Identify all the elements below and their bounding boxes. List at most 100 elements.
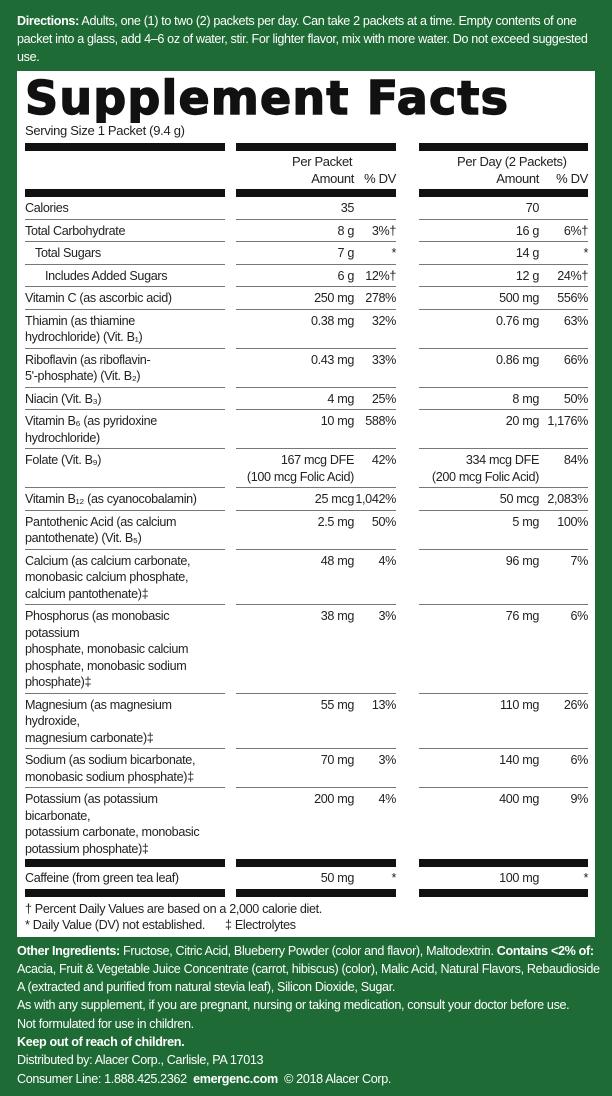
dv-per-packet: 13% [371, 697, 397, 712]
amount-per-day: 96 mg [505, 553, 540, 568]
per-packet-header: Per Packet [292, 154, 353, 169]
dv-per-packet: 278% [365, 291, 396, 305]
serving-size: Serving Size 1 Packet (9.4 g) [25, 123, 185, 138]
warning: As with any supplement, if you are pregn… [17, 998, 570, 1013]
nutrient-row: Calcium (as calcium carbonate, monobasic… [25, 550, 588, 605]
bottom-info: Other Ingredients: Fructose, Citric Acid… [17, 942, 602, 1088]
dv-per-day [539, 200, 588, 217]
dv-per-day: 9% [570, 792, 588, 806]
nutrient-row: Total Sugars 7 g * 14 g * [25, 242, 588, 265]
amount-per-day: 14 g [515, 246, 539, 260]
contains-text: Acacia, Fruit & Vegetable Juice Concentr… [17, 961, 600, 995]
contains-label: Contains <2% of: [496, 943, 594, 958]
directions: Directions: Adults, one (1) to two (2) p… [17, 12, 602, 66]
dv-per-day: 100% [557, 514, 588, 529]
dv-header: % DV [556, 170, 588, 186]
amount-per-packet: 200 mg [314, 792, 354, 806]
nutrient-name: Potassium (as potassium bicarbonate, pot… [25, 792, 200, 856]
dv-per-day: 6% [570, 609, 588, 623]
amount-per-packet: 38 mg [320, 609, 355, 623]
amount-per-packet: 4 mg [327, 391, 354, 406]
amount-per-day: 0.76 mg [495, 313, 539, 328]
amount-per-day: 110 mg [500, 697, 539, 712]
nutrient-row: Niacin (Vit. B₃) 4 mg 25% 8 mg 50% [25, 388, 589, 410]
nutrient-row: Calories 35 70 [25, 197, 588, 220]
dv-per-day: 6%† [563, 223, 589, 238]
directions-label: Directions: [17, 14, 79, 28]
dv-per-packet: 42% [371, 453, 397, 467]
nutrient-name: Folate (Vit. B₉) [25, 449, 225, 488]
amount-per-packet: 0.38 mg [310, 313, 354, 328]
amount-per-day: 20 mg [505, 414, 540, 428]
dv-per-day: 7% [570, 553, 588, 568]
nutrient-row: Phosphorus (as monobasic potassium phosp… [25, 605, 588, 694]
website-link[interactable]: emergenc.com [193, 1071, 278, 1086]
amount-per-packet: 6 g [337, 268, 355, 283]
footnote-star: * Daily Value (DV) not established. [25, 917, 206, 932]
other-ingredients-label: Other Ingredients: [17, 943, 120, 958]
amount-per-packet: 50 mg [320, 871, 355, 885]
consumer-line: Consumer Line: 1.888.425.2362 emergenc.c… [17, 1070, 602, 1088]
dv-per-packet: 588% [365, 414, 396, 428]
dv-per-day: 2,083% [547, 492, 588, 506]
footnote-dagger: † Percent Daily Values are based on a 2,… [25, 901, 322, 916]
dv-per-packet: 3% [378, 609, 396, 623]
amount-per-day: 12 g [515, 268, 539, 283]
amount-per-day: 500 mg [499, 291, 539, 305]
dv-header: % DV [364, 170, 396, 186]
dv-per-day: * [583, 246, 588, 260]
nutrient-name: Sodium (as sodium bicarbonate, monobasic… [25, 749, 225, 788]
distributed-by: Distributed by: Alacer Corp., Carlisle, … [17, 1053, 264, 1068]
dv-per-day: 6% [570, 753, 588, 767]
dv-per-packet: 33% [371, 352, 397, 367]
dv-per-packet: 1,042% [355, 492, 396, 506]
dv-per-packet: * [391, 246, 396, 260]
consumer-phone: Consumer Line: 1.888.425.2362 [17, 1071, 194, 1086]
dv-per-day: 556% [557, 291, 588, 305]
amount-per-packet: 167 mcg DFE (100 mcg Folic Acid) [246, 453, 354, 484]
caffeine-row: Caffeine (from green tea leaf) 50 mg * 10… [25, 867, 588, 889]
copyright: © 2018 Alacer Corp. [277, 1071, 392, 1086]
amount-per-packet: 48 mg [320, 553, 355, 568]
amount-per-packet: 70 mg [320, 753, 355, 767]
dv-per-packet: 3% [378, 753, 396, 767]
dv-per-packet: 50% [371, 514, 397, 529]
thick-divider [25, 143, 588, 151]
dv-per-day: 66% [563, 352, 589, 367]
amount-per-day: 76 mg [505, 609, 540, 623]
nutrient-row: Sodium (as sodium bicarbonate, monobasic… [25, 749, 588, 788]
dv-per-packet: 25% [371, 391, 397, 406]
thick-divider [25, 888, 588, 897]
nutrient-name: Niacin (Vit. B₃) [25, 388, 225, 410]
directions-text: Adults, one (1) to two (2) packets per d… [17, 14, 588, 64]
dv-per-packet: 4% [378, 553, 396, 568]
other-ingredients-text: Fructose, Citric Acid, Blueberry Powder … [119, 943, 497, 958]
amount-per-packet: 250 mg [314, 291, 354, 305]
nutrient-name: Calories [25, 197, 225, 220]
nutrient-name: Magnesium (as magnesium hydroxide, magne… [25, 694, 225, 749]
nutrient-name: Vitamin C (as ascorbic acid) [25, 287, 225, 310]
nutrient-name: Vitamin B₆ (as pyridoxine hydrochloride) [25, 410, 225, 449]
panel-title: Supplement Facts [25, 71, 510, 123]
amount-per-packet: 55 mg [320, 697, 355, 712]
dv-per-packet: 32% [371, 313, 397, 328]
dv-per-day: 50% [563, 391, 589, 406]
amount-per-packet: 8 g [337, 223, 355, 238]
dv-per-day: 84% [563, 453, 589, 467]
nutrient-name: Vitamin B₁₂ (as cyanocobalamin) [25, 488, 225, 511]
amount-per-packet: 10 mg [320, 414, 355, 428]
keep-out-text: Keep out of reach of children. [17, 1034, 185, 1049]
nutrient-row: Vitamin B₁₂ (as cyanocobalamin) 25 mcg 1,… [25, 488, 588, 511]
nutrient-row: Magnesium (as magnesium hydroxide, magne… [25, 694, 588, 749]
amount-per-day: 334 mcg DFE (200 mcg Folic Acid) [431, 453, 539, 484]
dv-per-day: 63% [563, 313, 589, 328]
nutrient-name: Phosphorus (as monobasic potassium phosp… [25, 605, 225, 694]
dv-per-day: 1,176% [547, 414, 588, 428]
nutrient-name: Riboflavin (as riboflavin- 5'-phosphate)… [25, 349, 225, 388]
amount-header: Amount [496, 170, 539, 186]
thick-divider [25, 189, 588, 197]
nutrient-name: Caffeine (from green tea leaf) [25, 871, 179, 885]
nutrient-name: Total Carbohydrate [25, 220, 225, 242]
per-day-header: Per Day (2 Packets) [457, 154, 567, 169]
dv-per-packet: 4% [378, 792, 396, 806]
